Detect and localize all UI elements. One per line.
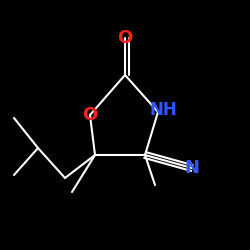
Text: NH: NH <box>149 101 177 119</box>
Text: O: O <box>82 106 98 124</box>
Text: N: N <box>184 159 200 177</box>
Text: O: O <box>118 29 132 47</box>
